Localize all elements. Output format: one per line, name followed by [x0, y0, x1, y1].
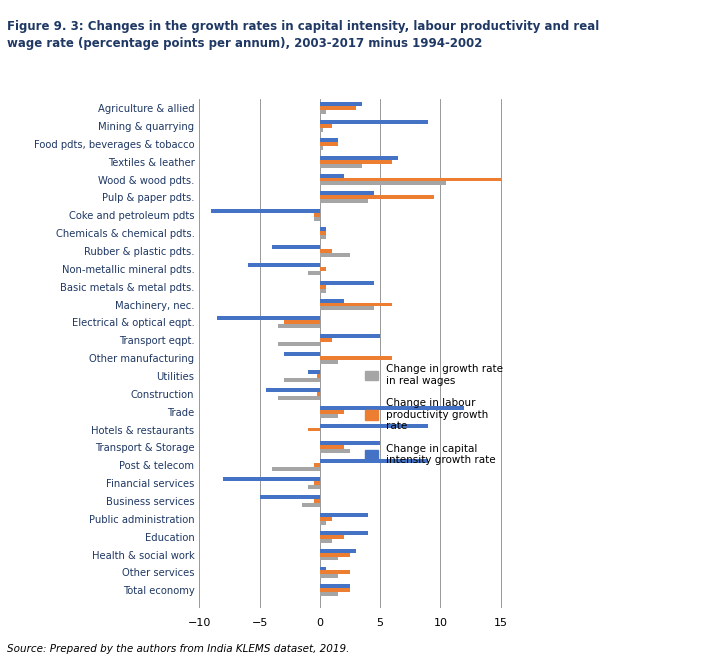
Bar — [272, 467, 320, 471]
Bar — [318, 392, 320, 396]
Bar — [308, 428, 320, 432]
Bar — [320, 156, 398, 160]
Bar — [320, 539, 332, 543]
Bar — [320, 356, 392, 360]
Bar — [320, 584, 350, 588]
Bar — [320, 253, 350, 257]
Bar — [320, 178, 501, 182]
Bar — [278, 396, 320, 400]
Bar — [314, 463, 320, 467]
Bar — [320, 303, 392, 307]
Bar — [302, 503, 320, 507]
Bar — [272, 245, 320, 249]
Bar — [320, 160, 392, 164]
Bar — [320, 557, 338, 561]
Bar — [320, 566, 326, 570]
Legend: Change in growth rate
in real wages, Change in labour
productivity growth
rate, : Change in growth rate in real wages, Cha… — [361, 360, 508, 469]
Text: Source: Prepared by the authors from India KLEMS dataset, 2019.: Source: Prepared by the authors from Ind… — [7, 644, 350, 654]
Bar — [283, 321, 320, 325]
Bar — [320, 410, 344, 414]
Bar — [308, 485, 320, 489]
Bar — [224, 477, 320, 481]
Bar — [320, 267, 326, 271]
Bar — [320, 231, 326, 235]
Bar — [320, 521, 326, 525]
Bar — [283, 378, 320, 382]
Bar — [248, 263, 320, 267]
Bar — [320, 281, 374, 285]
Bar — [217, 317, 320, 321]
Bar — [320, 446, 344, 449]
Bar — [320, 449, 350, 453]
Bar — [320, 414, 338, 418]
Bar — [320, 102, 362, 106]
Bar — [320, 285, 326, 289]
Text: Figure 9. 3: Changes in the growth rates in capital intensity, labour productivi: Figure 9. 3: Changes in the growth rates… — [7, 20, 600, 50]
Bar — [320, 592, 338, 596]
Bar — [320, 289, 326, 293]
Bar — [320, 574, 338, 578]
Bar — [320, 106, 356, 110]
Bar — [320, 553, 350, 557]
Bar — [320, 142, 338, 146]
Bar — [320, 196, 434, 200]
Bar — [320, 442, 380, 446]
Bar — [314, 481, 320, 485]
Bar — [320, 174, 344, 178]
Bar — [320, 570, 350, 574]
Bar — [320, 549, 356, 553]
Bar — [320, 249, 332, 253]
Bar — [308, 271, 320, 275]
Bar — [278, 325, 320, 329]
Bar — [211, 210, 320, 214]
Bar — [320, 164, 362, 167]
Bar — [320, 146, 323, 149]
Bar — [320, 360, 338, 364]
Bar — [283, 352, 320, 356]
Bar — [266, 388, 320, 392]
Bar — [320, 513, 368, 517]
Bar — [320, 424, 429, 428]
Bar — [320, 299, 344, 303]
Bar — [320, 531, 368, 535]
Bar — [320, 200, 368, 204]
Bar — [308, 370, 320, 374]
Bar — [320, 227, 326, 231]
Bar — [314, 217, 320, 221]
Bar — [314, 214, 320, 217]
Bar — [260, 495, 320, 499]
Bar — [320, 192, 374, 196]
Bar — [318, 374, 320, 378]
Bar — [320, 334, 380, 338]
Bar — [320, 182, 446, 185]
Bar — [320, 110, 326, 114]
Bar — [314, 499, 320, 503]
Bar — [320, 588, 350, 592]
Bar — [320, 406, 464, 410]
Bar — [320, 517, 332, 521]
Bar — [320, 338, 332, 342]
Bar — [320, 459, 429, 463]
Bar — [278, 342, 320, 346]
Bar — [320, 235, 326, 239]
Bar — [320, 128, 323, 132]
Bar — [320, 307, 374, 311]
Bar — [320, 138, 338, 142]
Bar — [320, 124, 332, 128]
Bar — [320, 535, 344, 539]
Bar — [320, 120, 429, 124]
